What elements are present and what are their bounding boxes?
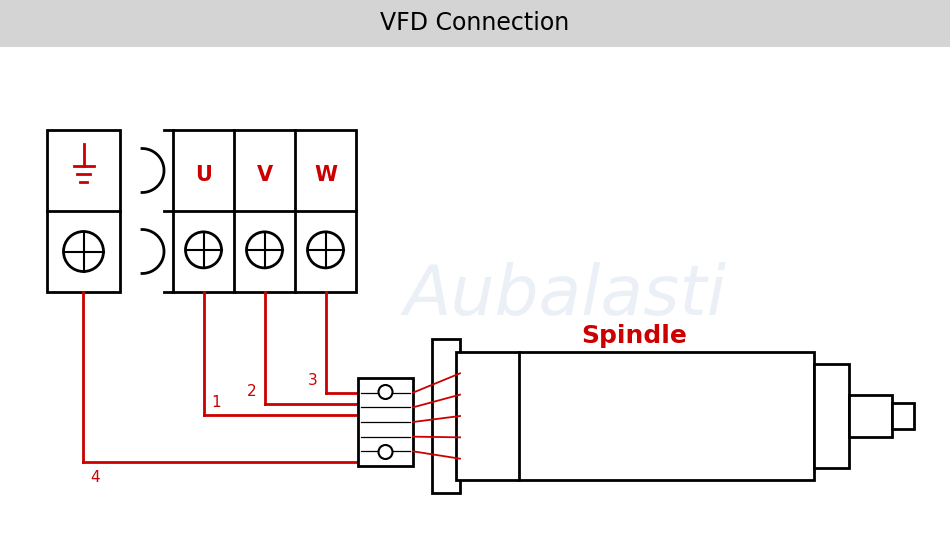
Bar [849, 395, 892, 437]
Text: VFD Connection: VFD Connection [380, 11, 570, 35]
Circle shape [185, 232, 221, 268]
Circle shape [246, 232, 282, 268]
Bar [892, 403, 914, 429]
Bar [47, 130, 120, 292]
Text: Spindle: Spindle [581, 324, 687, 348]
Text: W: W [314, 165, 337, 185]
Bar [456, 352, 814, 480]
Bar [173, 130, 356, 292]
Text: U: U [195, 165, 212, 185]
Text: V: V [256, 165, 273, 185]
Circle shape [378, 385, 392, 399]
Text: 2: 2 [247, 384, 257, 399]
Bar [432, 339, 460, 493]
Text: 3: 3 [308, 373, 318, 388]
Text: 1: 1 [211, 395, 220, 410]
Circle shape [308, 232, 344, 268]
Bar [358, 378, 413, 466]
Text: 4: 4 [90, 470, 100, 485]
Circle shape [64, 231, 104, 272]
Circle shape [378, 445, 392, 459]
Text: Aubalasti: Aubalasti [404, 262, 727, 328]
Bar [0, 0, 950, 47]
Bar [814, 364, 849, 468]
